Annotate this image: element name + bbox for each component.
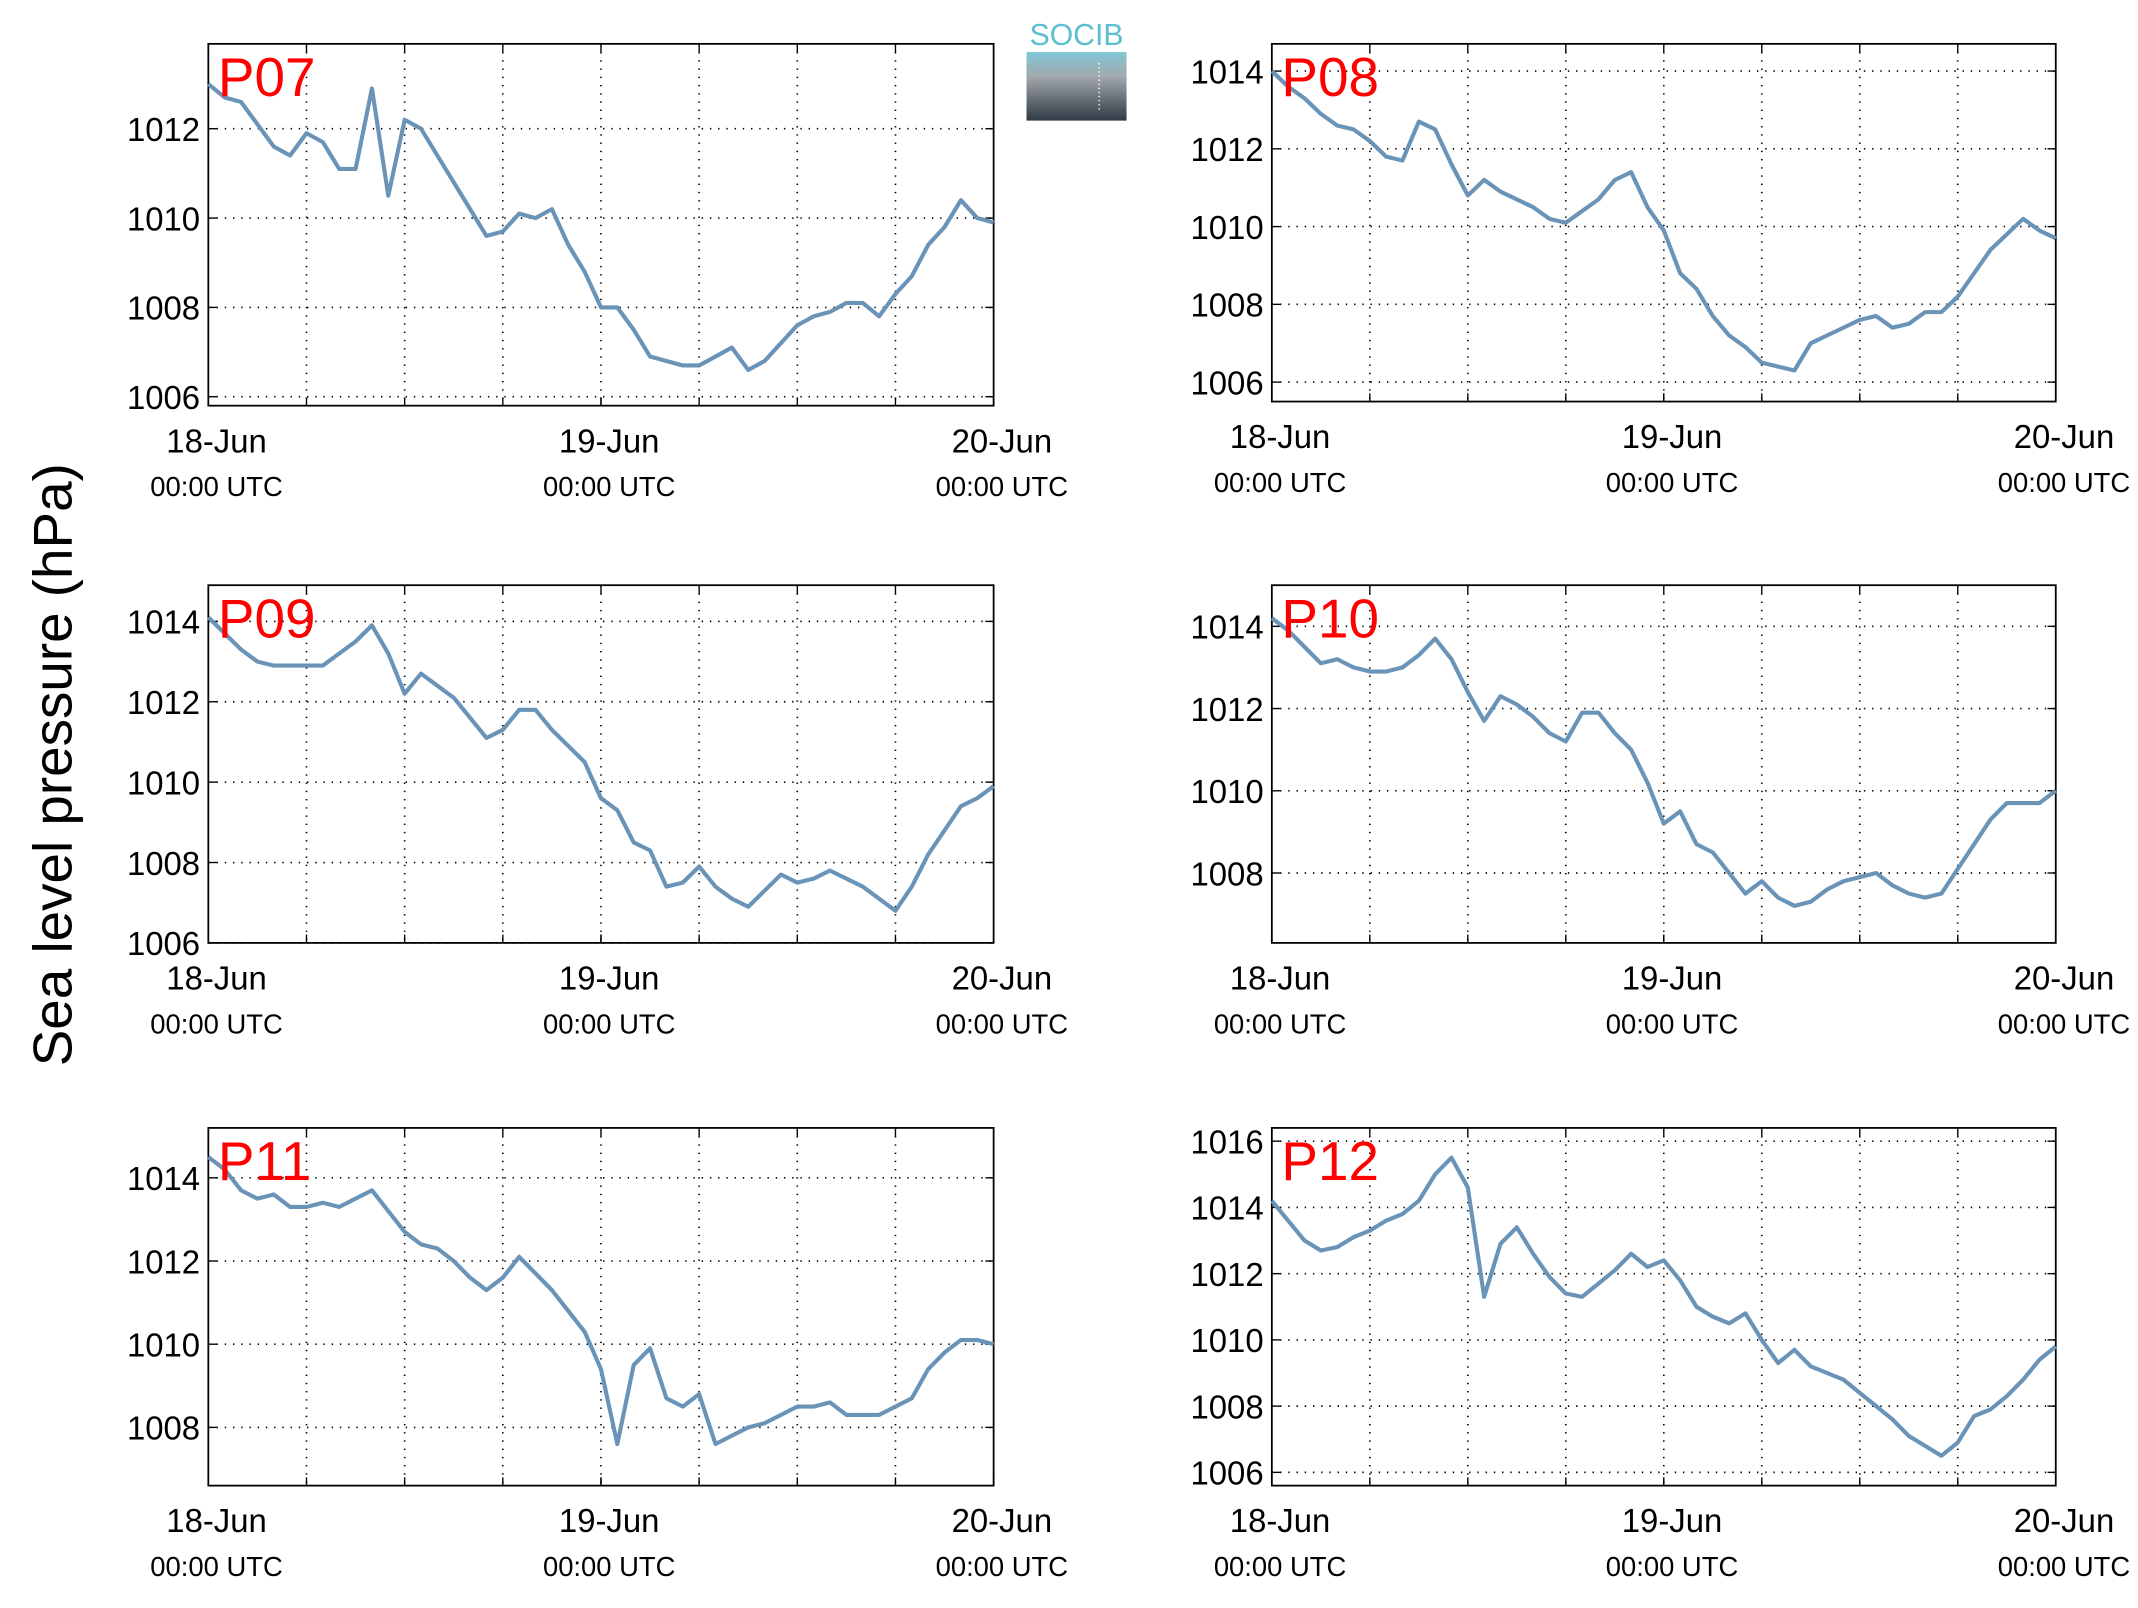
x-tick-label: 18-Jun (166, 1502, 267, 1539)
x-tick-sublabel: 00:00 UTC (936, 1008, 1068, 1039)
x-tick-label: 19-Jun (1622, 959, 1723, 996)
x-tick-label: 20-Jun (2014, 959, 2115, 996)
y-tick-label: 1012 (127, 111, 200, 148)
y-axis-label: Sea level pressure (hPa) (21, 463, 83, 1066)
y-tick-label: 1016 (1190, 1123, 1263, 1160)
y-tick-label: 1006 (127, 925, 200, 962)
y-tick-label: 1010 (1190, 773, 1263, 810)
x-tick-label: 19-Jun (559, 422, 660, 459)
y-tick-label: 1008 (1190, 287, 1263, 324)
x-tick-label: 18-Jun (1230, 959, 1331, 996)
y-tick-label: 1014 (1190, 1190, 1263, 1227)
x-tick-label: 19-Jun (559, 959, 660, 996)
x-tick-sublabel: 00:00 UTC (936, 1551, 1068, 1582)
data-line (207, 82, 995, 372)
plot-frame (207, 42, 995, 407)
y-tick-label: 1008 (127, 290, 200, 327)
x-tick-sublabel: 00:00 UTC (543, 1008, 675, 1039)
data-line (207, 1155, 995, 1447)
y-tick-label: 1010 (1190, 209, 1263, 246)
plot-frame (1270, 42, 2057, 403)
x-tick-label: 19-Jun (1622, 418, 1723, 455)
x-tick-label: 20-Jun (952, 959, 1053, 996)
x-tick-label: 18-Jun (166, 422, 267, 459)
x-tick-sublabel: 00:00 UTC (150, 1551, 282, 1582)
y-tick-label: 1008 (127, 845, 200, 882)
x-tick-sublabel: 00:00 UTC (543, 471, 675, 502)
x-tick-sublabel: 00:00 UTC (1606, 467, 1738, 498)
x-tick-sublabel: 00:00 UTC (936, 471, 1068, 502)
y-tick-label: 1006 (127, 379, 200, 416)
data-line (1270, 69, 2057, 373)
y-tick-label: 1012 (127, 684, 200, 721)
x-tick-label: 19-Jun (559, 1502, 660, 1539)
y-tick-label: 1012 (1190, 691, 1263, 728)
x-tick-label: 20-Jun (2014, 418, 2115, 455)
panel-title: P09 (218, 587, 316, 649)
x-tick-sublabel: 00:00 UTC (1998, 1008, 2130, 1039)
y-tick-label: 1008 (127, 1410, 200, 1447)
x-tick-label: 18-Jun (1230, 418, 1331, 455)
y-tick-label: 1012 (127, 1243, 200, 1280)
panel-title: P07 (218, 46, 316, 108)
plot-frame (1270, 1127, 2057, 1487)
plot-frame (1270, 584, 2057, 944)
data-line (1270, 616, 2057, 908)
y-tick-label: 1008 (1190, 1388, 1263, 1425)
y-tick-label: 1012 (1190, 1256, 1263, 1293)
x-tick-label: 18-Jun (166, 959, 267, 996)
x-tick-sublabel: 00:00 UTC (1214, 1008, 1346, 1039)
y-tick-label: 1012 (1190, 131, 1263, 168)
x-tick-sublabel: 00:00 UTC (150, 471, 282, 502)
x-tick-sublabel: 00:00 UTC (1998, 1551, 2130, 1582)
y-tick-label: 1010 (127, 1327, 200, 1364)
y-tick-label: 1008 (1190, 855, 1263, 892)
x-tick-label: 19-Jun (1622, 1502, 1723, 1539)
logo-box (1026, 52, 1127, 121)
panel-title: P08 (1281, 46, 1379, 108)
panel-title: P10 (1281, 587, 1379, 649)
y-tick-label: 1010 (127, 200, 200, 237)
x-tick-label: 20-Jun (952, 1502, 1053, 1539)
x-tick-sublabel: 00:00 UTC (1606, 1551, 1738, 1582)
x-tick-sublabel: 00:00 UTC (1606, 1008, 1738, 1039)
panel-title: P11 (218, 1130, 311, 1192)
y-tick-label: 1014 (127, 604, 200, 641)
x-tick-sublabel: 00:00 UTC (543, 1551, 675, 1582)
x-tick-label: 20-Jun (2014, 1502, 2115, 1539)
panel-title: P12 (1281, 1130, 1379, 1192)
logo: SOCIB (1026, 19, 1127, 121)
y-tick-label: 1014 (1190, 53, 1263, 90)
y-tick-label: 1014 (1190, 609, 1263, 646)
logo-text: SOCIB (1030, 19, 1124, 52)
data-line (206, 615, 995, 913)
y-tick-label: 1006 (1190, 1455, 1263, 1492)
x-tick-sublabel: 00:00 UTC (1998, 467, 2130, 498)
data-line (1270, 1155, 2058, 1458)
y-tick-label: 1010 (127, 764, 200, 801)
x-tick-sublabel: 00:00 UTC (1214, 467, 1346, 498)
x-tick-sublabel: 00:00 UTC (150, 1008, 282, 1039)
plot-frame (207, 584, 995, 944)
x-tick-label: 18-Jun (1230, 1502, 1331, 1539)
x-tick-label: 20-Jun (952, 422, 1053, 459)
y-tick-label: 1006 (1190, 364, 1263, 401)
plot-frame (207, 1127, 995, 1487)
y-tick-label: 1014 (127, 1160, 200, 1197)
x-tick-sublabel: 00:00 UTC (1214, 1551, 1346, 1582)
y-tick-label: 1010 (1190, 1322, 1263, 1359)
